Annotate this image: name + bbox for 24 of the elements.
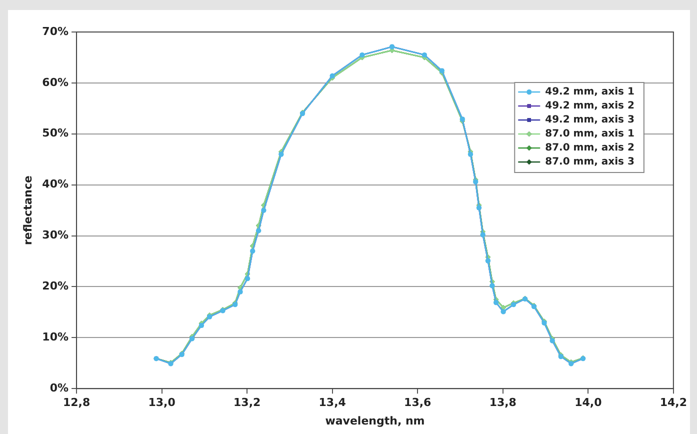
y-axis-title: reflectance: [21, 176, 34, 246]
legend-label: 49.2 mm, axis 2: [545, 100, 634, 112]
x-tick-label: 13,2: [234, 396, 261, 410]
y-tick-label: 50%: [42, 126, 69, 140]
legend-label: 87.0 mm, axis 2: [545, 142, 634, 154]
x-tick-label: 13,0: [148, 396, 176, 410]
legend-label: 49.2 mm, axis 1: [545, 86, 634, 98]
x-tick-label: 14,2: [660, 396, 687, 410]
x-tick-label: 13,4: [318, 396, 346, 410]
x-tick-label: 13,8: [489, 396, 516, 410]
y-tick-label: 70%: [42, 24, 69, 38]
y-tick-label: 40%: [42, 178, 69, 191]
y-tick-label: 10%: [42, 330, 69, 344]
x-tick-label: 13,6: [404, 396, 432, 410]
y-tick-label: 0%: [50, 381, 69, 394]
legend-label: 87.0 mm, axis 1: [545, 128, 634, 140]
legend-label: 87.0 mm, axis 3: [545, 156, 634, 168]
legend-label: 49.2 mm, axis 3: [545, 114, 634, 126]
x-tick-label: 14,0: [574, 396, 602, 410]
y-tick-label: 30%: [42, 228, 69, 242]
y-tick-label: 20%: [42, 280, 69, 293]
x-tick-label: 12,8: [62, 396, 90, 410]
x-axis-title: wavelength, nm: [325, 414, 425, 428]
y-tick-label: 60%: [42, 76, 69, 89]
